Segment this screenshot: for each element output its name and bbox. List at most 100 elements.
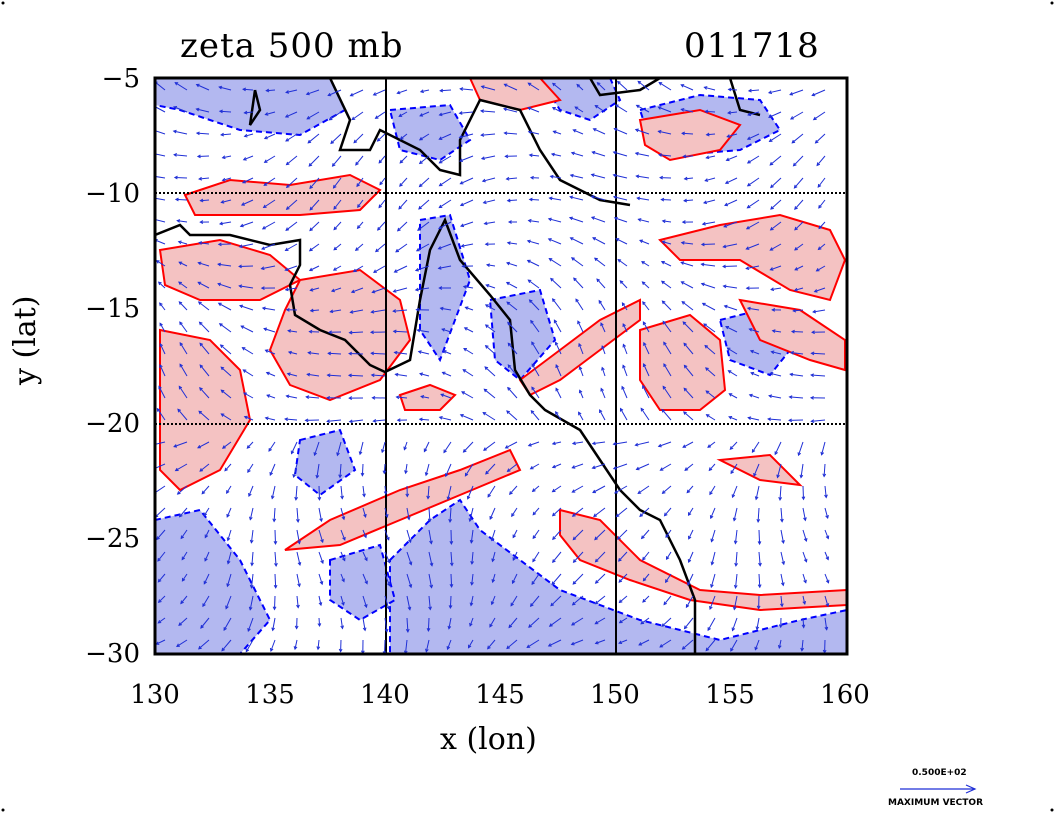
wind-vector-head xyxy=(596,278,600,283)
wind-vector xyxy=(155,197,166,201)
wind-vector xyxy=(569,217,584,223)
wind-vector xyxy=(242,347,254,355)
wind-vector-head xyxy=(173,153,178,157)
wind-vector xyxy=(723,243,738,248)
wind-vector-head xyxy=(788,395,793,399)
wind-vector-head xyxy=(320,539,324,544)
wind-vector-head xyxy=(484,366,489,371)
wind-vector xyxy=(173,130,188,135)
wind-vector-head xyxy=(661,623,666,627)
wind-vector-head xyxy=(722,264,726,269)
wind-vector xyxy=(662,485,672,494)
wind-vector-head xyxy=(198,241,203,245)
wind-vector xyxy=(415,287,430,291)
wind-vector xyxy=(406,529,412,543)
wind-vector xyxy=(239,243,254,248)
wind-vector-head xyxy=(429,540,433,545)
wind-vector xyxy=(309,243,320,252)
wind-vector-head xyxy=(379,181,383,186)
wind-vector-head xyxy=(364,557,368,562)
wind-vector xyxy=(685,595,694,608)
wind-vector xyxy=(728,370,738,377)
wind-vector xyxy=(549,197,562,201)
wind-vector xyxy=(666,551,672,560)
wind-vector xyxy=(749,328,760,333)
wind-vector xyxy=(619,617,628,624)
wind-vector-head xyxy=(159,322,163,327)
wind-vector-head xyxy=(571,465,576,469)
wind-vector-head xyxy=(642,598,646,603)
wind-vector-head xyxy=(725,326,730,330)
wind-vector-head xyxy=(803,537,808,542)
wind-vector xyxy=(824,573,829,583)
wind-vector-head xyxy=(260,266,265,271)
wind-vector-head xyxy=(512,557,517,562)
wind-vector-head xyxy=(219,344,224,348)
wind-vector xyxy=(440,89,452,92)
wind-vector xyxy=(202,595,210,607)
wind-vector-head xyxy=(396,418,401,423)
y-tick-label: −15 xyxy=(85,294,140,324)
wind-vector xyxy=(438,221,452,230)
wind-vector-head xyxy=(683,342,687,347)
wind-vector xyxy=(663,595,672,605)
wind-vector-head xyxy=(554,341,559,346)
wind-vector-head xyxy=(240,202,245,206)
wind-vector xyxy=(449,595,452,609)
wind-vector xyxy=(481,85,496,91)
negative-area xyxy=(155,78,347,137)
wind-vector-head xyxy=(238,264,242,269)
wind-vector xyxy=(485,463,496,475)
wind-vector-head xyxy=(810,351,815,356)
wind-vector xyxy=(180,529,188,539)
wind-vector-head xyxy=(461,391,466,395)
positive-area xyxy=(158,238,302,301)
wind-vector-head xyxy=(612,151,617,155)
wind-vector xyxy=(177,485,188,495)
wind-vector xyxy=(705,177,716,182)
wind-vector xyxy=(470,529,474,543)
wind-vector xyxy=(811,352,826,355)
wind-vector-head xyxy=(195,107,200,112)
wind-vector xyxy=(264,155,276,163)
wind-vector-head xyxy=(596,81,601,86)
wind-vector-head xyxy=(238,244,243,249)
wind-vector-head xyxy=(157,281,162,286)
wind-vector-head xyxy=(710,538,715,543)
wind-vector-head xyxy=(332,184,337,189)
wind-vector xyxy=(642,321,650,333)
wind-vector xyxy=(593,128,606,135)
wind-vector-head xyxy=(384,513,389,519)
wind-vector xyxy=(384,639,386,654)
wind-vector-head xyxy=(725,157,730,162)
wind-vector xyxy=(286,155,298,165)
wind-vector xyxy=(724,199,738,206)
wind-vector-head xyxy=(221,177,226,182)
wind-vector-head xyxy=(639,239,644,244)
wind-vector xyxy=(471,573,474,585)
wind-vector xyxy=(286,199,298,210)
wind-vector xyxy=(823,463,826,477)
wind-vector xyxy=(178,261,188,267)
wind-vector xyxy=(683,411,694,421)
wind-vector-head xyxy=(598,299,603,304)
wind-vector-head xyxy=(621,302,626,307)
wind-vector-head xyxy=(774,451,778,456)
wind-vector xyxy=(262,307,276,311)
wind-vector-head xyxy=(274,562,278,568)
wind-vector-head xyxy=(284,417,289,422)
wind-vector-head xyxy=(685,604,690,609)
wind-vector xyxy=(705,110,716,113)
wind-vector xyxy=(774,441,782,455)
wind-vector xyxy=(362,485,365,497)
x-tick-label: 160 xyxy=(820,680,870,710)
wind-vector xyxy=(771,287,782,291)
wind-vector-head xyxy=(686,489,691,494)
positive-area xyxy=(639,313,727,411)
negative-area xyxy=(538,78,622,122)
wind-vector-head xyxy=(349,93,354,97)
wind-vector-head xyxy=(817,246,822,251)
wind-vector xyxy=(527,107,540,113)
wind-vector xyxy=(460,414,474,421)
wind-vector-head xyxy=(444,473,449,478)
